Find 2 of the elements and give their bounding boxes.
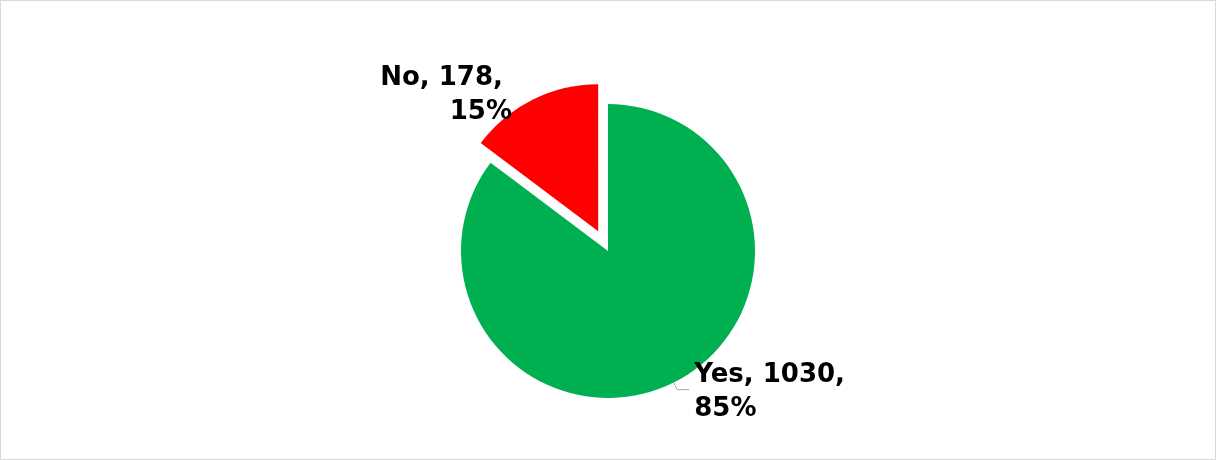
slice-label: No, 178, 15% <box>380 60 512 125</box>
slice-label: Yes, 1030, 85% <box>693 357 854 422</box>
